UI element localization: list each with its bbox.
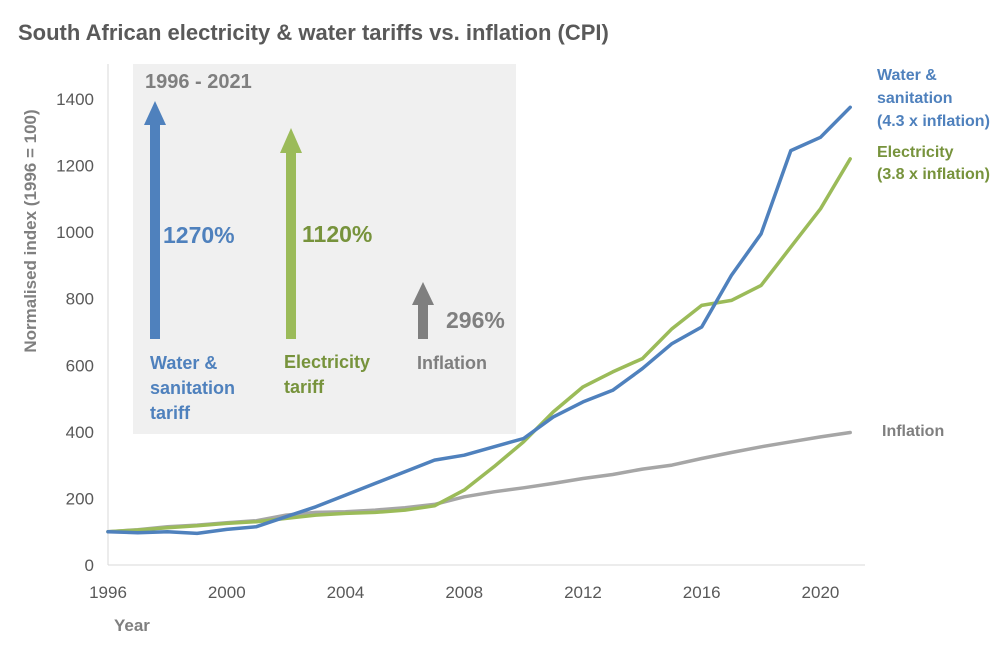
x-tick-label: 1996: [89, 583, 127, 602]
series-line-inflation: [106, 430, 852, 534]
x-tick-label: 2008: [445, 583, 483, 602]
inset-arrow-water: [144, 101, 166, 339]
x-tick-label: 2000: [208, 583, 246, 602]
y-tick-label: 1400: [56, 90, 94, 109]
x-ticks: 1996 2000 2004 2008 2012 2016 2020: [89, 583, 839, 602]
series-lines: [106, 105, 852, 536]
y-tick-label: 0: [85, 556, 94, 575]
inset-value-inflation: 296%: [446, 307, 505, 333]
inset-arrow-electricity: [280, 128, 302, 339]
inset-label-inflation: Inflation: [417, 353, 487, 373]
y-tick-label: 1200: [56, 157, 94, 176]
svg-text:(3.8 x inflation): (3.8 x inflation): [877, 166, 990, 183]
svg-text:Electricity: Electricity: [284, 352, 370, 372]
y-tick-label: 400: [66, 423, 94, 442]
x-axis-label: Year: [114, 616, 150, 635]
series-label-inflation: Inflation: [882, 423, 944, 440]
svg-text:sanitation: sanitation: [150, 378, 235, 398]
series-label-water: Water & sanitation (4.3 x inflation): [877, 67, 990, 130]
y-axis-label: Normalised index (1996 = 100): [21, 109, 40, 352]
inset-label-water: Water & sanitation tariff: [150, 353, 235, 423]
svg-text:(4.3 x inflation): (4.3 x inflation): [877, 113, 990, 130]
series-line-water: [106, 105, 852, 536]
y-tick-label: 1000: [56, 223, 94, 242]
svg-text:Electricity: Electricity: [877, 144, 954, 161]
svg-text:tariff: tariff: [284, 377, 325, 397]
svg-text:Water &: Water &: [150, 353, 217, 373]
inset-value-electricity: 1120%: [302, 221, 372, 247]
x-tick-label: 2020: [802, 583, 840, 602]
svg-text:tariff: tariff: [150, 403, 191, 423]
chart-title: South African electricity & water tariff…: [18, 20, 609, 45]
y-tick-label: 200: [66, 489, 94, 508]
inset-label-electricity: Electricity tariff: [284, 352, 370, 397]
y-tick-label: 600: [66, 356, 94, 375]
svg-text:Inflation: Inflation: [882, 423, 944, 440]
x-tick-label: 2012: [564, 583, 602, 602]
y-tick-label: 800: [66, 290, 94, 309]
x-tick-label: 2016: [683, 583, 721, 602]
svg-text:Water &: Water &: [877, 67, 937, 84]
inset-box: [133, 64, 516, 434]
y-ticks: 0 200 400 600 800 1000 1200 1400: [56, 90, 94, 575]
svg-text:Inflation: Inflation: [417, 353, 487, 373]
series-line-electricity: [106, 157, 852, 534]
inset-arrow-inflation: [412, 282, 434, 339]
inset-value-water: 1270%: [163, 222, 235, 248]
inset-heading: 1996 - 2021: [145, 71, 252, 93]
x-tick-label: 2004: [327, 583, 365, 602]
svg-text:sanitation: sanitation: [877, 90, 953, 107]
series-label-electricity: Electricity (3.8 x inflation): [877, 144, 990, 183]
